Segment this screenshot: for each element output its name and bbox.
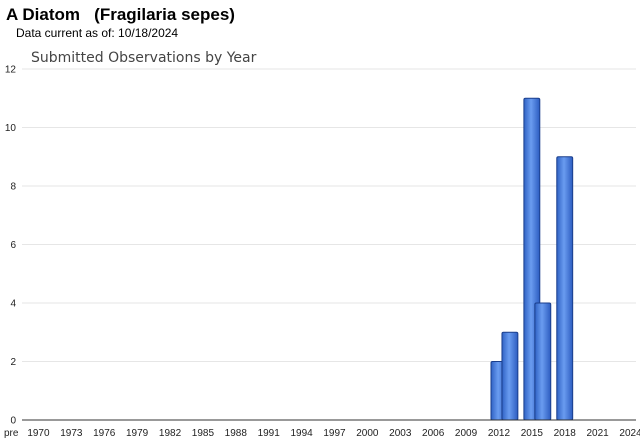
y-tick-label: 10 xyxy=(5,123,17,134)
x-tick-label: 1985 xyxy=(192,428,215,439)
page-title: A Diatom (Fragilaria sepes) xyxy=(6,5,235,24)
x-tick-label: 2000 xyxy=(356,428,379,439)
x-tick-label: 2009 xyxy=(455,428,478,439)
y-tick-label: 4 xyxy=(10,299,16,310)
x-tick-label: 2012 xyxy=(488,428,511,439)
x-tick-label: 2021 xyxy=(587,428,610,439)
x-tick-label: 1994 xyxy=(290,428,313,439)
bar-2016[interactable] xyxy=(534,302,552,421)
x-axis-ticks: pre 1970 1973 1976 1979 1982 1985 1988 1991 1994 1… xyxy=(4,428,640,439)
bar-2013[interactable] xyxy=(501,331,519,421)
x-tick-label: 2018 xyxy=(554,428,577,439)
x-tick-label: 2006 xyxy=(422,428,445,439)
x-tick-label: 1970 xyxy=(27,428,50,439)
y-tick-label: 6 xyxy=(10,240,16,251)
x-tick-label: 2003 xyxy=(389,428,412,439)
x-tick-label: 1979 xyxy=(126,428,149,439)
x-tick-label: 1991 xyxy=(258,428,281,439)
data-current-date: Data current as of: 10/18/2024 xyxy=(16,26,179,40)
x-tick-label: 2024 xyxy=(619,428,640,439)
y-tick-label: 0 xyxy=(10,416,16,427)
bars xyxy=(490,97,574,421)
y-tick-label: 2 xyxy=(10,357,16,368)
y-axis-ticks: 0 2 4 6 8 10 12 xyxy=(5,65,17,427)
x-tick-label: 1997 xyxy=(323,428,346,439)
x-tick-label: 1988 xyxy=(225,428,248,439)
x-tick-label: 1976 xyxy=(93,428,116,439)
x-tick-label: 1982 xyxy=(159,428,182,439)
x-tick-label: pre xyxy=(4,428,19,439)
y-tick-label: 8 xyxy=(10,182,16,193)
bar-2018[interactable] xyxy=(556,156,574,421)
y-tick-label: 12 xyxy=(5,65,17,76)
x-tick-label: 2015 xyxy=(521,428,544,439)
chart-title: Submitted Observations by Year xyxy=(31,50,257,66)
x-tick-label: 1973 xyxy=(60,428,83,439)
